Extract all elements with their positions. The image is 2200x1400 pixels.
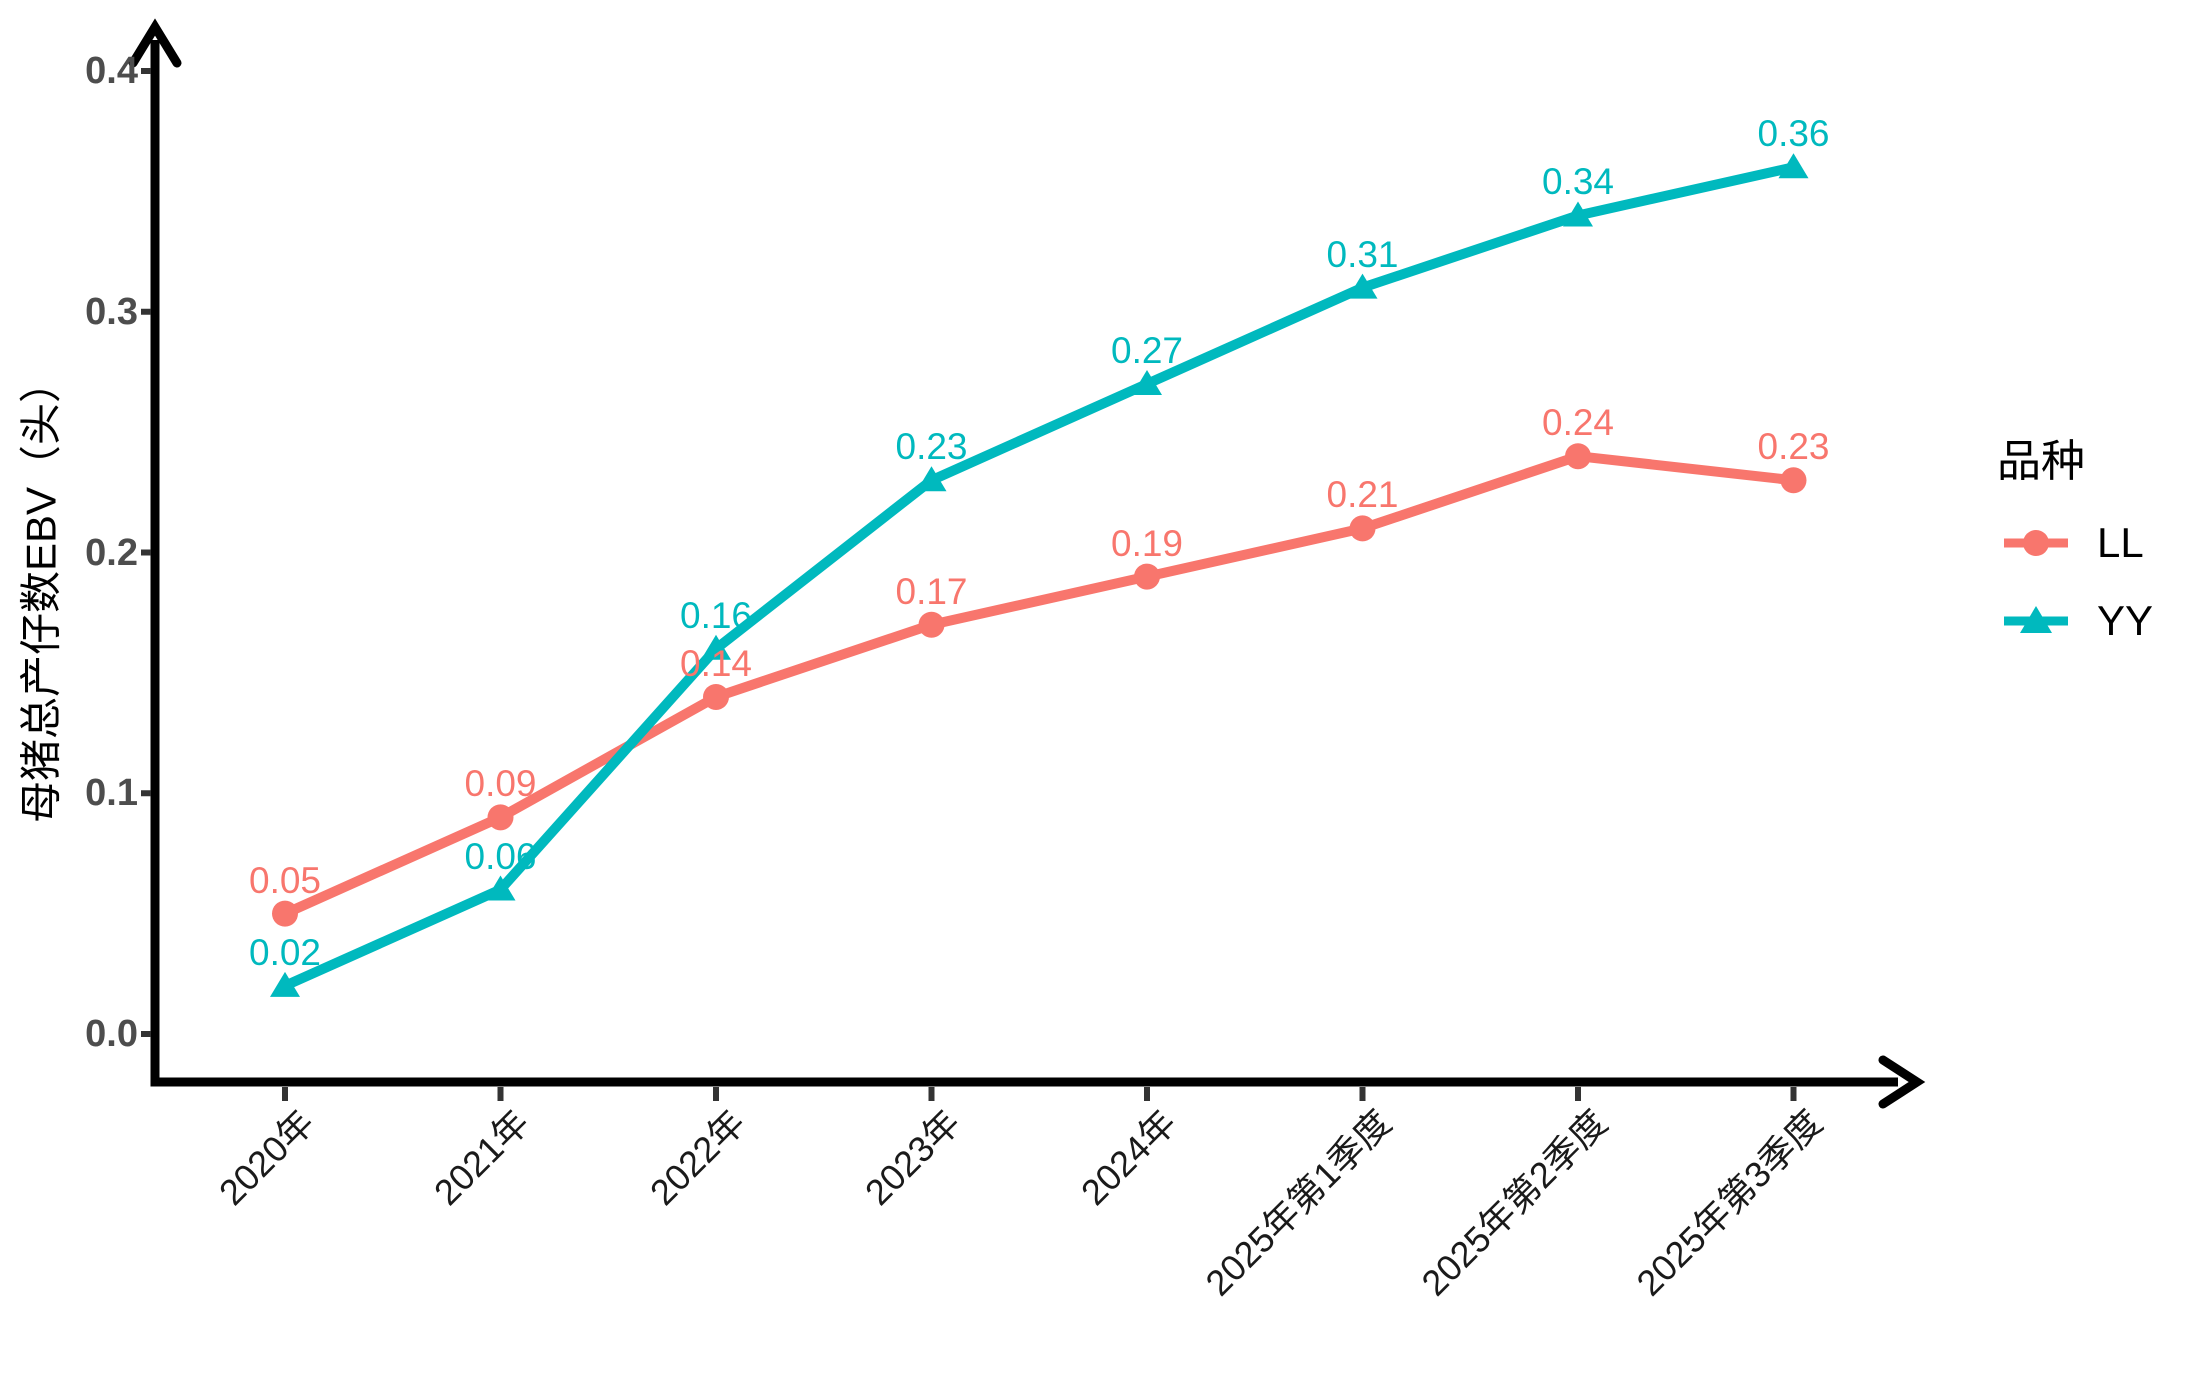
marker-circle-ll [703, 683, 729, 710]
y-axis-arrow-icon [128, 18, 182, 68]
data-label-ll: 0.05 [248, 859, 322, 901]
legend: 品种 LL YY [1993, 438, 2153, 660]
data-label-yy: 0.27 [1110, 329, 1184, 371]
series-line-ll [280, 451, 1799, 919]
data-label-ll: 0.21 [1326, 474, 1399, 516]
marker-triangle-yy [1132, 369, 1162, 395]
marker-triangle-yy [916, 466, 947, 492]
x-tick-label: 2023年 [857, 1101, 969, 1213]
y-tick-label: 0.1 [85, 772, 138, 815]
marker-circle-ll [1134, 563, 1160, 590]
data-label-ll: 0.19 [1110, 522, 1184, 564]
x-tick-label: 2025年第3季度 [1628, 1101, 1831, 1304]
legend-label-ll: LL [2097, 519, 2144, 566]
x-tick-label: 2024年 [1072, 1101, 1184, 1213]
marker-triangle-yy [1563, 201, 1593, 227]
marker-circle-ll [487, 804, 514, 831]
marker-circle-ll [1780, 467, 1807, 494]
data-label-yy: 0.23 [895, 426, 968, 468]
data-label-yy: 0.02 [248, 931, 322, 973]
y-tick-label: 0.3 [85, 290, 138, 333]
marker-triangle-yy [701, 634, 731, 660]
marker-triangle-yy [485, 875, 516, 901]
data-label-yy: 0.34 [1541, 161, 1615, 203]
legend-key-marker [2020, 606, 2052, 633]
data-label-ll: 0.09 [464, 763, 537, 805]
ll-line-circle-key-icon [2004, 530, 2068, 556]
y-tick-label: 0.2 [85, 531, 138, 574]
data-label-yy: 0.36 [1757, 113, 1830, 155]
marker-triangle-yy [1347, 273, 1378, 299]
data-label-ll: 0.17 [895, 570, 968, 612]
x-tick-label: 2021年 [426, 1101, 538, 1213]
marker-circle-ll [1565, 443, 1591, 470]
x-tick-label: 2020年 [210, 1101, 322, 1213]
x-tick-label: 2025年第2季度 [1413, 1101, 1615, 1304]
x-tick-label: 2022年 [641, 1101, 753, 1213]
legend-title: 品种 [1997, 437, 2085, 486]
data-label-ll: 0.14 [679, 642, 753, 684]
x-tick-label: 2025年第1季度 [1197, 1101, 1400, 1304]
y-axis-title: 母猪总产仔数EBV（头） [17, 360, 65, 824]
legend-key-marker [2023, 530, 2049, 556]
data-label-ll: 0.24 [1541, 402, 1615, 444]
y-tick-label: 0.0 [85, 1013, 138, 1055]
marker-triangle-yy [1778, 153, 1809, 179]
yy-line-triangle-key-icon [2004, 606, 2068, 633]
data-label-ll: 0.23 [1757, 426, 1830, 468]
marker-circle-ll [918, 611, 945, 638]
legend-entry-ll: LL [1993, 504, 2153, 582]
y-tick-label: 0.4 [85, 50, 138, 92]
x-axis-arrow-icon [1878, 1055, 1926, 1109]
marker-triangle-yy [270, 971, 300, 997]
marker-circle-ll [272, 900, 298, 927]
legend-entry-yy: YY [1993, 582, 2153, 660]
data-label-yy: 0.31 [1326, 233, 1399, 275]
marker-circle-ll [1349, 515, 1376, 542]
series-line-yy [280, 162, 1799, 991]
legend-label-yy: YY [2097, 597, 2154, 644]
